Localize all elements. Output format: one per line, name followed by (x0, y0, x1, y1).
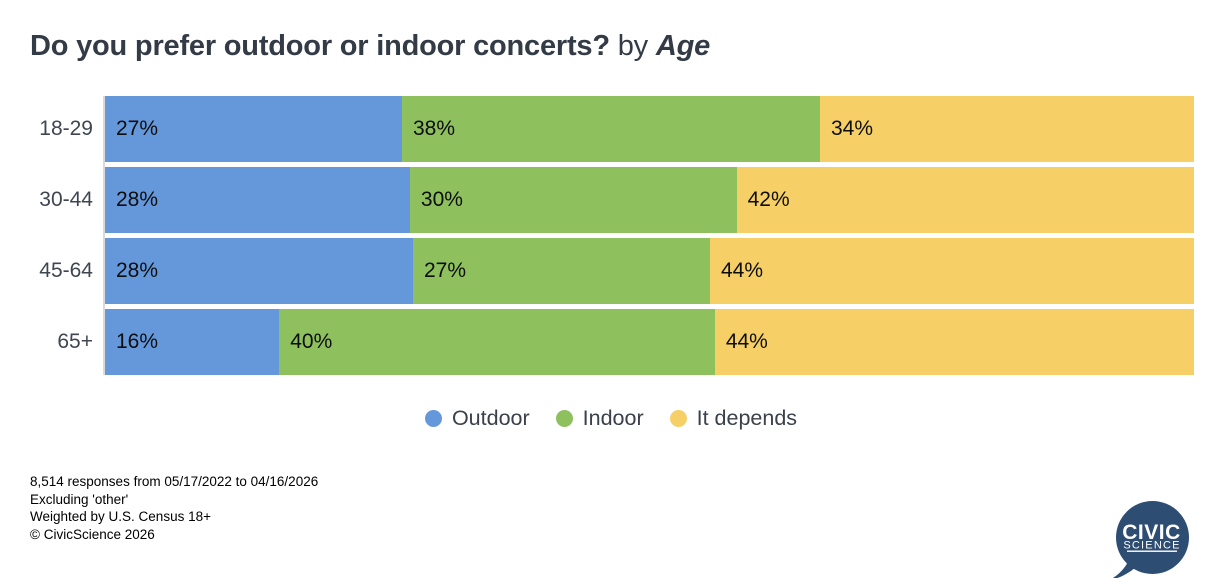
bar-value-label: 42% (747, 188, 790, 212)
bar-value-label: 38% (413, 117, 456, 141)
footnote-copyright: © CivicScience 2026 (30, 526, 155, 542)
axis-label: 65+ (57, 330, 93, 354)
chart-title: Do you prefer outdoor or indoor concerts… (30, 30, 1192, 63)
bar-segment-outdoor: 28% (105, 167, 410, 234)
legend-item-indoor: Indoor (555, 406, 644, 431)
footnote-responses: 8,514 responses from 05/17/2022 to 04/16… (30, 474, 319, 490)
bar-row: 27% 38% 34% (105, 96, 1194, 163)
bar-segment-indoor: 27% (413, 238, 710, 305)
legend-item-it-depends: It depends (669, 406, 798, 431)
bar-value-label: 44% (725, 330, 768, 354)
logo-text-science: SCIENCE (1123, 540, 1180, 552)
bar-value-label: 40% (290, 330, 333, 354)
bar-segment-it-depends: 34% (820, 96, 1194, 163)
bar-segment-it-depends: 42% (736, 167, 1194, 234)
bars-area: 27% 38% 34% 28% 30% 42% 28% 27% 44% 16% 40% 44% (103, 96, 1194, 376)
bar-segment-it-depends: 44% (710, 238, 1194, 305)
bar-segment-outdoor: 28% (105, 238, 413, 305)
legend-label: It depends (696, 406, 798, 431)
footnote-weighting: Weighted by U.S. Census 18+ (30, 509, 211, 525)
title-breakdown: Age (655, 30, 711, 62)
bar-value-label: 28% (116, 188, 159, 212)
logo-text-civic: CIVIC (1122, 521, 1181, 544)
bar-value-label: 16% (116, 330, 159, 354)
bar-segment-it-depends: 44% (714, 309, 1194, 376)
bar-value-label: 34% (831, 117, 874, 141)
legend-dot-icon (669, 410, 687, 428)
y-axis-labels: 18-29 30-44 45-64 65+ (30, 96, 103, 375)
speech-bubble-icon (1112, 501, 1189, 578)
bar-value-label: 30% (420, 188, 463, 212)
chart-legend: Outdoor Indoor It depends (0, 406, 1222, 431)
civicscience-logo: CIVIC SCIENCE (1112, 501, 1189, 578)
footnote-excluding: Excluding 'other' (30, 491, 129, 507)
legend-label: Outdoor (451, 406, 530, 431)
axis-label: 18-29 (39, 117, 93, 141)
bar-segment-outdoor: 16% (105, 309, 280, 376)
legend-dot-icon (555, 410, 573, 428)
bar-row: 28% 27% 44% (105, 238, 1194, 305)
logo-underline (1127, 550, 1177, 552)
bar-value-label: 27% (424, 259, 467, 283)
title-question: Do you prefer outdoor or indoor concerts… (30, 30, 610, 62)
legend-item-outdoor: Outdoor (424, 406, 530, 431)
axis-label: 30-44 (39, 188, 93, 212)
bar-segment-indoor: 40% (279, 309, 715, 376)
stacked-bar-chart: 18-29 30-44 45-64 65+ 27% 38% 34% 28% 30% 42% 28%… (30, 96, 1194, 376)
bar-value-label: 28% (116, 259, 159, 283)
bar-segment-indoor: 30% (409, 167, 737, 234)
bar-segment-outdoor: 27% (105, 96, 402, 163)
bar-segment-indoor: 38% (402, 96, 820, 163)
bar-value-label: 44% (721, 259, 764, 283)
bar-value-label: 27% (116, 117, 159, 141)
bar-row: 28% 30% 42% (105, 167, 1194, 234)
bar-row: 16% 40% 44% (105, 309, 1194, 376)
legend-dot-icon (424, 410, 442, 428)
title-by: by (617, 30, 648, 62)
axis-label: 45-64 (39, 259, 93, 283)
legend-label: Indoor (582, 406, 644, 431)
chart-footnotes: 8,514 responses from 05/17/2022 to 04/16… (30, 473, 1222, 543)
